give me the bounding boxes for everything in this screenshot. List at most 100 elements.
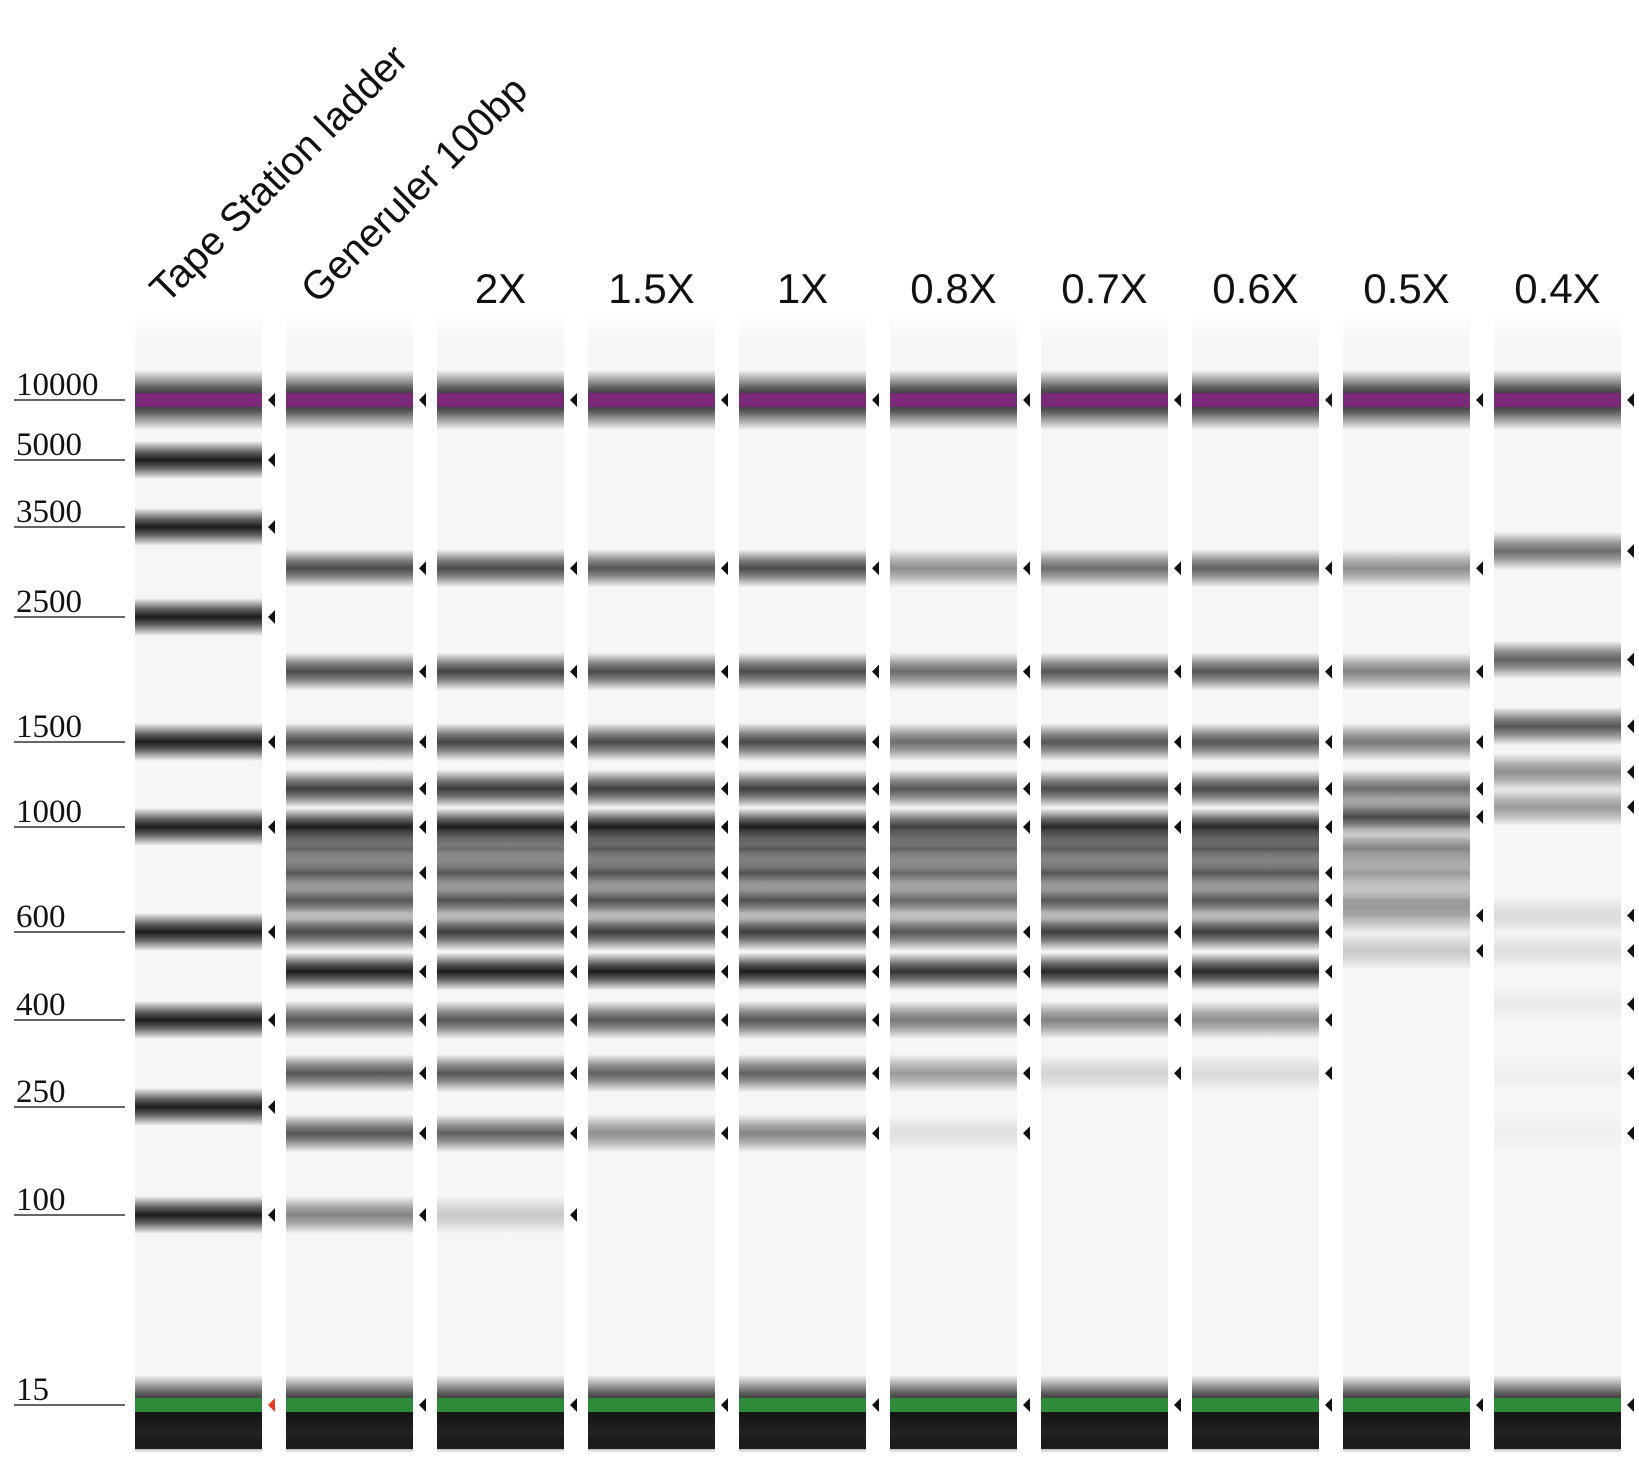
band-700: [1041, 881, 1168, 920]
peak-arrow-icon: [268, 1100, 275, 1114]
band-2000: [1041, 652, 1168, 691]
size-marker-15: 15: [14, 1372, 125, 1408]
peak-arrow-icon: [872, 1398, 879, 1412]
peak-arrow-icon: [1325, 865, 1332, 880]
upper-marker-band: [890, 393, 1017, 407]
band-400: [588, 1001, 715, 1039]
band-1000: [135, 808, 262, 846]
size-marker-label: 15: [16, 1372, 49, 1408]
lower-marker-band: [890, 1398, 1017, 1412]
peak-arrow-icon: [419, 925, 426, 939]
band-1300: [1494, 752, 1621, 791]
band-3000: [739, 549, 866, 588]
band-2000: [437, 652, 564, 691]
lower-dark-fade: [1494, 1433, 1621, 1453]
band-2000: [286, 652, 413, 691]
size-marker-label: 1500: [16, 709, 82, 745]
lane-4: [588, 312, 728, 1453]
peak-arrow-icon: [1174, 781, 1181, 796]
band-2000: [588, 652, 715, 691]
peak-arrow-icon: [1476, 943, 1483, 958]
peak-arrow-icon: [721, 1013, 728, 1027]
peak-arrow-icon: [721, 1398, 728, 1412]
peak-arrow-icon: [570, 925, 577, 939]
peak-arrow-icon: [1174, 1066, 1181, 1081]
peak-arrow-icon: [1325, 893, 1332, 908]
size-marker-600: 600: [14, 899, 125, 935]
peak-arrow-icon: [1023, 925, 1030, 939]
peak-arrow-icon: [1174, 393, 1181, 407]
peak-arrow-icon: [872, 925, 879, 939]
band-1200: [437, 769, 564, 808]
band-5000: [135, 441, 262, 479]
size-marker-label: 5000: [16, 427, 82, 463]
band-500: [588, 952, 715, 991]
upper-marker-band: [1343, 393, 1470, 407]
peak-arrow-icon: [1023, 393, 1030, 407]
peak-arrow-icon: [570, 893, 577, 908]
band-1200: [588, 769, 715, 808]
band-1500: [437, 723, 564, 761]
peak-arrow-icon: [872, 1013, 879, 1027]
band-1600: [1494, 707, 1621, 746]
peak-arrow-icon: [419, 1398, 426, 1412]
peak-arrow-icon: [570, 1013, 577, 1027]
band-1200: [739, 769, 866, 808]
peak-arrow-icon: [721, 865, 728, 880]
size-marker-1000: 1000: [14, 794, 125, 830]
band-700: [739, 881, 866, 920]
peak-arrow-icon: [721, 664, 728, 679]
peak-arrow-icon: [1023, 781, 1030, 796]
band-300: [739, 1054, 866, 1093]
band-3200: [1494, 531, 1621, 570]
peak-arrow-icon: [872, 865, 879, 880]
peak-arrow-icon: [1325, 1013, 1332, 1027]
peak-arrow-icon: [1627, 908, 1634, 923]
peak-arrow-icon: [721, 893, 728, 908]
lane-background: [1494, 312, 1621, 1450]
peak-arrow-icon: [721, 735, 728, 749]
peak-arrow-icon: [721, 1126, 728, 1141]
peak-arrow-icon: [419, 1066, 426, 1081]
peak-arrow-icon: [1627, 719, 1634, 734]
lane-label: 2X: [475, 265, 526, 312]
band-200: [739, 1114, 866, 1153]
upper-marker-band: [437, 393, 564, 407]
size-marker-2500: 2500: [14, 584, 125, 620]
band-400: [286, 1001, 413, 1039]
band-300: [437, 1054, 564, 1093]
peak-arrow-icon: [1325, 664, 1332, 679]
band-250: [135, 1088, 262, 1126]
band-600: [1192, 913, 1319, 951]
lower-dark-fade: [437, 1433, 564, 1453]
upper-marker-band: [1041, 393, 1168, 407]
band-100: [135, 1196, 262, 1234]
peak-arrow-icon: [872, 393, 879, 407]
band-1500: [286, 723, 413, 761]
peak-arrow-icon: [1627, 800, 1634, 815]
band-700: [1192, 881, 1319, 920]
peak-arrow-icon: [1023, 1126, 1030, 1141]
lower-marker-band: [588, 1398, 715, 1412]
band-700: [437, 881, 564, 920]
band-200: [890, 1114, 1017, 1153]
peak-arrow-icon: [570, 1126, 577, 1141]
size-marker-label: 400: [16, 987, 66, 1023]
band-400: [739, 1001, 866, 1039]
peak-arrow-icon: [570, 735, 577, 749]
band-1500: [890, 723, 1017, 761]
lower-marker-band: [1494, 1398, 1621, 1412]
band-500: [1041, 952, 1168, 991]
band-500: [437, 952, 564, 991]
peak-arrow-icon: [872, 893, 879, 908]
lane-label: Tape Station ladder: [142, 37, 417, 312]
band-2000: [1192, 652, 1319, 691]
peak-arrow-icon: [1174, 964, 1181, 979]
size-marker-3500: 3500: [14, 494, 125, 530]
peak-arrow-icon: [1325, 1066, 1332, 1081]
peak-arrow-icon: [570, 865, 577, 880]
band-400: [1192, 1001, 1319, 1039]
peak-arrow-icon: [721, 925, 728, 939]
peak-arrow-icon: [268, 1013, 275, 1027]
peak-arrow-icon: [570, 1398, 577, 1412]
